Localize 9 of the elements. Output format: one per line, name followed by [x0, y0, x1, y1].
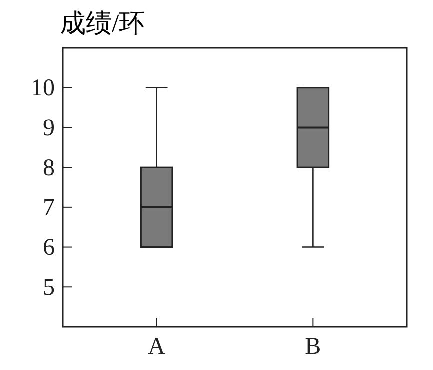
y-tick-label: 10	[31, 76, 55, 102]
x-tick-label: B	[305, 334, 322, 360]
y-tick-label: 8	[43, 155, 55, 182]
x-tick-label: A	[148, 334, 166, 360]
y-tick-label: 6	[43, 234, 55, 261]
y-tick-label: 9	[43, 115, 55, 142]
y-axis-title: 成绩/环	[60, 9, 146, 38]
y-tick-label: 7	[43, 195, 55, 222]
y-tick-label: 5	[43, 274, 55, 301]
